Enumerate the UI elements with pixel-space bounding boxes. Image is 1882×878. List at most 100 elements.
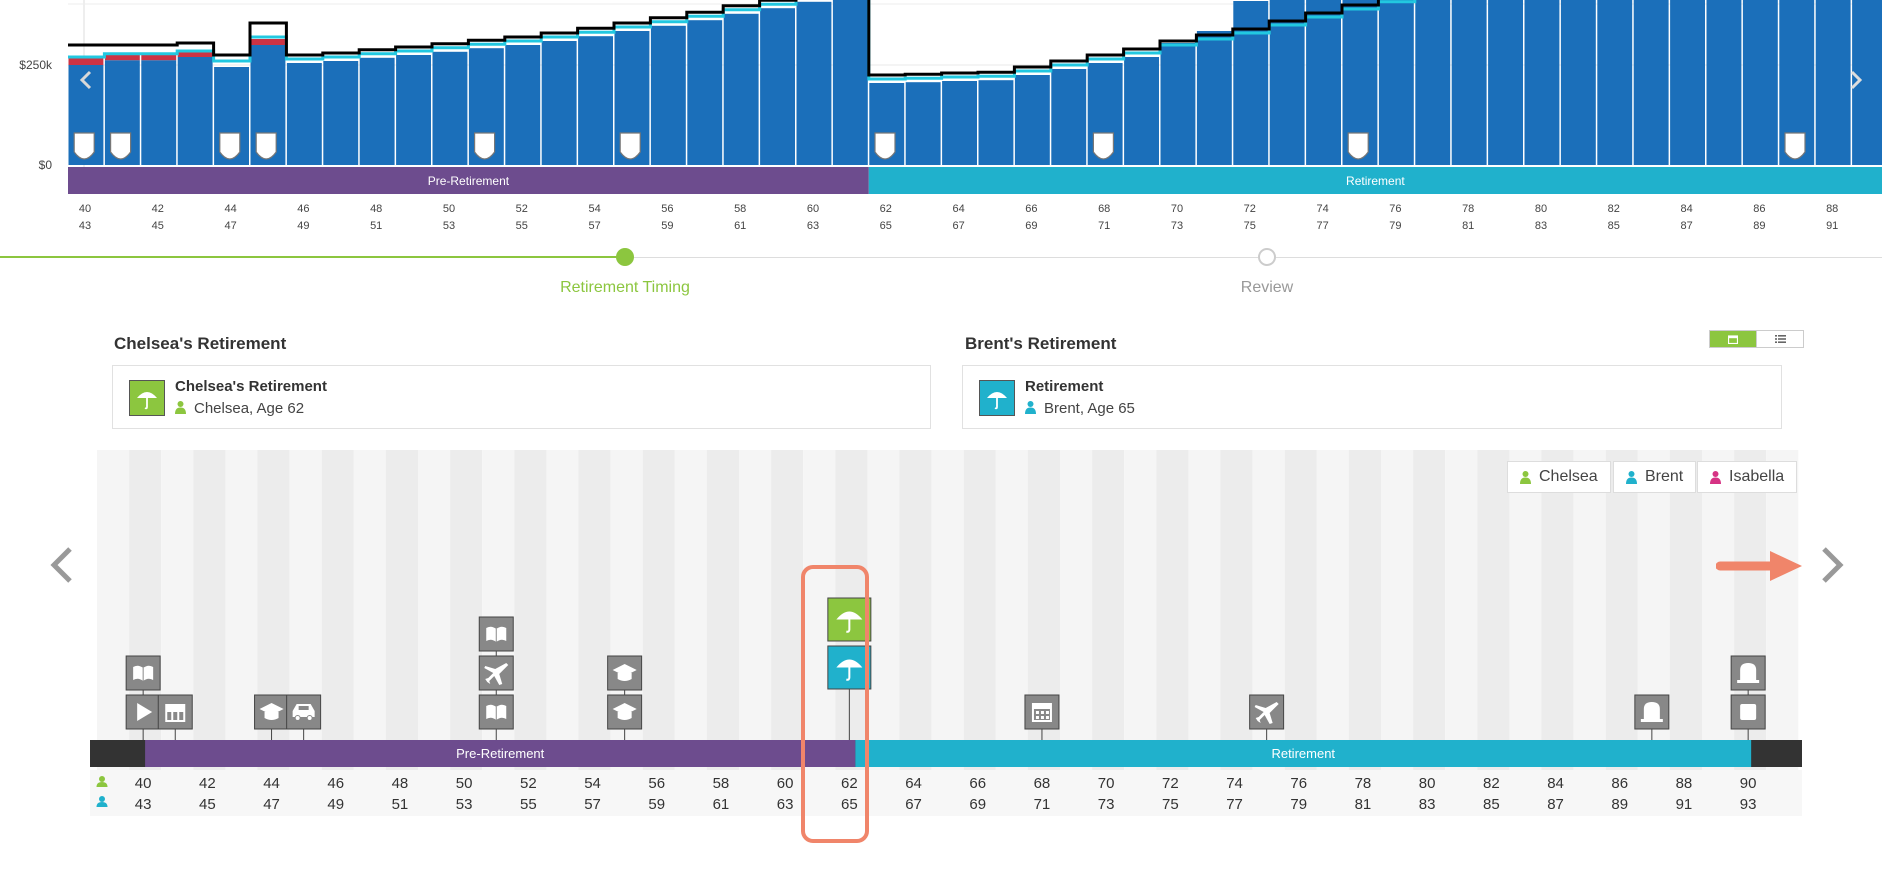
chevron-right-icon[interactable] — [1850, 70, 1863, 90]
square-icon[interactable] — [1730, 694, 1766, 730]
timeline-age-secondary: 45 — [199, 796, 216, 813]
event-marker-icon[interactable] — [874, 132, 896, 160]
person-icon — [175, 401, 186, 418]
timeline-age-primary: 52 — [520, 775, 537, 792]
x-tick-label-primary: 72 — [1244, 203, 1256, 215]
book-icon[interactable] — [478, 694, 514, 730]
brent-retirement-card[interactable]: Retirement Brent, Age 65 — [962, 365, 1782, 429]
store-icon[interactable] — [157, 694, 193, 730]
timeline-age-secondary: 79 — [1290, 796, 1307, 813]
chelsea-retirement-card[interactable]: Chelsea's Retirement Chelsea, Age 62 — [112, 365, 931, 429]
event-marker-icon[interactable] — [73, 132, 95, 160]
airplane-icon[interactable] — [1249, 694, 1285, 730]
legend-brent[interactable]: Brent — [1613, 461, 1697, 493]
book-icon[interactable] — [478, 616, 514, 652]
event-marker-icon[interactable] — [474, 132, 496, 160]
bar-segment-base — [1670, 0, 1705, 165]
bar-segment-base — [286, 63, 322, 165]
person-icon — [96, 796, 108, 807]
bar-segment-base — [942, 81, 977, 165]
car-icon[interactable] — [286, 694, 322, 730]
legend-brent-label: Brent — [1645, 468, 1684, 485]
x-tick-label-secondary: 65 — [880, 220, 892, 232]
timeline-age-primary: 56 — [648, 775, 665, 792]
graduation-cap-icon[interactable] — [607, 694, 643, 730]
bar-segment-base — [1706, 0, 1742, 165]
step-label-review[interactable]: Review — [1240, 279, 1294, 296]
x-tick-label-secondary: 89 — [1753, 220, 1765, 232]
bar-segment-base — [541, 41, 577, 165]
bar-segment-base — [1742, 0, 1778, 165]
x-tick-label-primary: 64 — [952, 203, 964, 215]
phase-bar-retirement[interactable] — [855, 740, 1752, 767]
x-tick-label-secondary: 71 — [1098, 220, 1110, 232]
x-tick-label-primary: 50 — [443, 203, 455, 215]
event-marker-icon[interactable] — [110, 132, 132, 160]
timeline-age-secondary: 57 — [584, 796, 601, 813]
play-icon[interactable] — [125, 694, 161, 730]
step-dot-retirement-timing[interactable] — [616, 248, 634, 266]
person-icon — [1520, 470, 1531, 484]
x-tick-label-secondary: 73 — [1171, 220, 1183, 232]
book-icon[interactable] — [125, 655, 161, 691]
timeline-age-primary: 84 — [1547, 775, 1564, 792]
graduation-cap-icon[interactable] — [254, 694, 290, 730]
bar-segment-base — [1378, 1, 1414, 165]
x-tick-label-secondary: 77 — [1316, 220, 1328, 232]
x-tick-label-secondary: 55 — [516, 220, 528, 232]
timeline-age-primary: 88 — [1676, 775, 1693, 792]
timeline-age-secondary: 91 — [1676, 796, 1693, 813]
umbrella-green-icon[interactable] — [827, 597, 872, 642]
tombstone-icon[interactable] — [1730, 655, 1766, 691]
event-marker-icon[interactable] — [1347, 132, 1369, 160]
timeline-age-secondary: 69 — [969, 796, 986, 813]
bar-segment-base — [505, 45, 541, 165]
timeline-age-secondary: 83 — [1419, 796, 1436, 813]
event-marker-icon[interactable] — [219, 132, 241, 160]
umbrella-green-icon — [129, 380, 165, 416]
event-marker-icon[interactable] — [1092, 132, 1114, 160]
chelsea-card-sub-text: Chelsea, Age 62 — [194, 400, 305, 417]
legend-isabella[interactable]: Isabella — [1697, 461, 1798, 493]
person-icon — [1710, 470, 1721, 484]
chevron-left-icon[interactable] — [79, 70, 92, 90]
step-label-retirement-timing[interactable]: Retirement Timing — [560, 279, 690, 296]
phase-bar-pre-retirement[interactable] — [145, 740, 856, 767]
x-tick-label-primary: 74 — [1316, 203, 1328, 215]
legend-chelsea[interactable]: Chelsea — [1507, 461, 1611, 493]
umbrella-teal-icon[interactable] — [827, 645, 872, 690]
timeline-age-primary: 40 — [135, 775, 152, 792]
timeline-age-primary: 48 — [392, 775, 409, 792]
airplane-icon[interactable] — [478, 655, 514, 691]
x-tick-label-secondary: 43 — [79, 220, 91, 232]
bar-segment-base — [1560, 0, 1596, 165]
x-tick-label-secondary: 57 — [588, 220, 600, 232]
umbrella-teal-icon — [979, 380, 1015, 416]
x-tick-label-secondary: 75 — [1244, 220, 1256, 232]
bar-segment-base — [832, 0, 868, 165]
timeline-age-primary: 54 — [584, 775, 601, 792]
retirement-highlight-box — [801, 565, 869, 843]
timeline-next-arrow[interactable] — [1818, 535, 1848, 604]
view-toggle — [1709, 330, 1804, 348]
step-dot-review[interactable] — [1258, 248, 1276, 266]
person-icon — [1626, 470, 1637, 484]
bar-segment-base — [1124, 57, 1159, 165]
graduation-cap-icon[interactable] — [607, 655, 643, 691]
list-icon — [1774, 335, 1786, 343]
tombstone-icon[interactable] — [1634, 694, 1670, 730]
timeline-prev-arrow[interactable] — [46, 535, 76, 604]
timeline-age-primary: 90 — [1740, 775, 1757, 792]
bar-segment-base — [1233, 33, 1269, 165]
view-toggle-calendar[interactable] — [1710, 331, 1757, 347]
calendar-icon[interactable] — [1024, 694, 1060, 730]
x-tick-label-secondary: 81 — [1462, 220, 1474, 232]
view-toggle-list[interactable] — [1757, 331, 1803, 347]
event-marker-icon[interactable] — [255, 132, 277, 160]
x-tick-label-secondary: 63 — [807, 220, 819, 232]
x-tick-label-secondary: 87 — [1680, 220, 1692, 232]
timeline-age-secondary: 67 — [905, 796, 922, 813]
event-marker-icon[interactable] — [1784, 132, 1806, 160]
event-marker-icon[interactable] — [619, 132, 641, 160]
chelsea-card-title: Chelsea's Retirement — [175, 378, 327, 395]
